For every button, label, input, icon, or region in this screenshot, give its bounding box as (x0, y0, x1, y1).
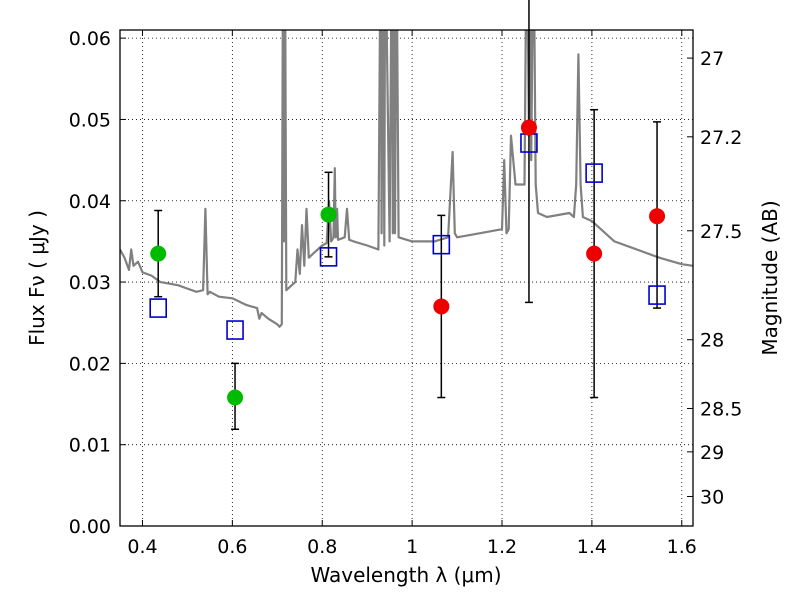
axis-ticks (120, 30, 693, 527)
observed-point-marker (150, 245, 167, 262)
observed-point-marker (586, 245, 603, 262)
observed-point-marker (320, 206, 337, 223)
model-square-marker (319, 247, 338, 267)
grid-lines (120, 30, 693, 526)
x-tick-label: 1.4 (577, 536, 607, 558)
mag-tick-label: 27.5 (700, 221, 742, 243)
axis-tick-labels: 0.4 0.6 0.8 1 1.2 1.4 1.6 0.00 0.01 0.02 0.03 0.04 0… (69, 28, 743, 558)
marker-layer (149, 119, 666, 406)
x-tick-label: 0.8 (307, 536, 337, 558)
y-tick-label: 0.04 (69, 191, 111, 213)
mag-tick-label: 29 (700, 442, 724, 464)
model-square-marker (648, 285, 666, 305)
model-square-marker (149, 298, 167, 318)
x-tick-label: 0.6 (217, 536, 247, 558)
x-axis-label: Wavelength λ (μm) (310, 563, 501, 587)
x-tick-label: 1.6 (667, 536, 697, 558)
mag-tick-label: 27 (700, 48, 724, 70)
plot-frame (119, 29, 694, 527)
observed-point-marker (520, 119, 537, 136)
mag-tick-label: 28.5 (700, 398, 742, 420)
x-tick-label: 1.2 (487, 536, 517, 558)
x-tick-label: 1 (406, 536, 418, 558)
mag-tick-label: 30 (700, 486, 724, 508)
y-tick-label: 0.02 (69, 353, 111, 375)
observed-point-marker (227, 389, 244, 406)
mag-tick-label: 27.2 (700, 127, 742, 149)
y-axis-label: Flux Fν ( μJy ) (25, 210, 49, 346)
model-spectrum-layer (120, 30, 693, 328)
x-tick-label: 0.4 (127, 536, 157, 558)
y-axis-right-label: Magnitude (AB) (758, 200, 782, 355)
mag-tick-label: 28 (700, 330, 724, 352)
y-tick-label: 0.01 (69, 435, 111, 457)
y-tick-label: 0.05 (69, 109, 111, 131)
model-spectrum-line (120, 30, 693, 328)
plot-background (120, 30, 693, 526)
y-tick-label: 0.03 (69, 272, 111, 294)
model-square-marker (585, 163, 603, 183)
y-tick-label: 0.00 (69, 516, 111, 538)
model-square-marker (226, 320, 244, 340)
model-square-marker (432, 234, 451, 255)
y-tick-label: 0.06 (69, 28, 111, 50)
observed-point-marker (649, 208, 666, 225)
observed-point-marker (433, 298, 450, 315)
